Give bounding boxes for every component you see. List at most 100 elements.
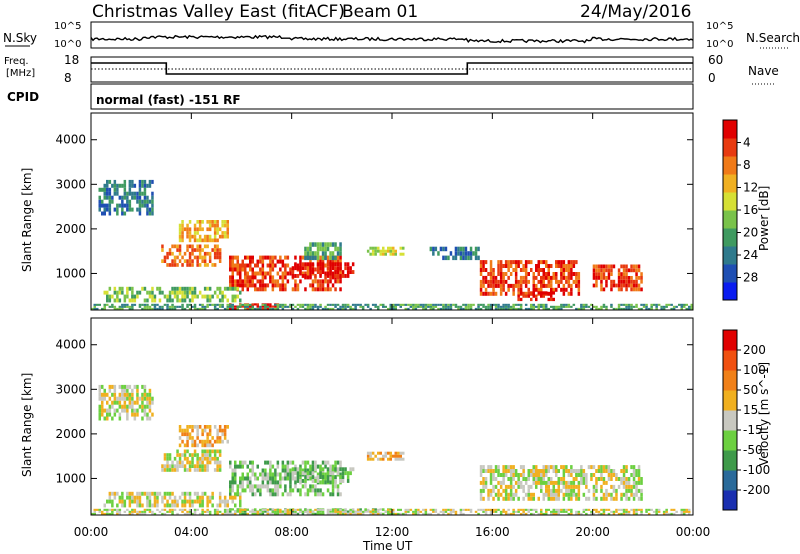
- heatmap-cell: [324, 275, 327, 280]
- heatmap-cell: [269, 492, 272, 497]
- heatmap-cell: [535, 480, 538, 485]
- heatmap-cell: [201, 491, 204, 496]
- heatmap-cell: [600, 264, 603, 269]
- heatmap-cell: [542, 473, 545, 477]
- heatmap-cell: [113, 183, 117, 188]
- heatmap-cell: [635, 276, 638, 280]
- heatmap-cell: [234, 460, 237, 465]
- heatmap-cell: [555, 492, 558, 497]
- heatmap-cell: [524, 303, 528, 306]
- heatmap-cell: [567, 484, 571, 489]
- heatmap-cell: [467, 255, 470, 261]
- heatmap-cell: [369, 457, 372, 461]
- heatmap-cell: [213, 425, 217, 429]
- heatmap-cell: [289, 303, 292, 306]
- heatmap-cell: [284, 305, 287, 308]
- heatmap-cell: [276, 472, 280, 477]
- heatmap-cell: [221, 290, 224, 295]
- heatmap-cell: [487, 492, 490, 497]
- heatmap-cell: [206, 495, 209, 500]
- heatmap-cell: [193, 307, 197, 310]
- heatmap-cell: [625, 276, 628, 280]
- heatmap-cell: [316, 307, 320, 310]
- heatmap-cell: [259, 267, 262, 272]
- heatmap-cell: [349, 508, 352, 511]
- heatmap-cell: [256, 271, 259, 276]
- heatmap-cell: [532, 291, 535, 295]
- heatmap-cell: [178, 227, 182, 232]
- heatmap-cell: [196, 220, 199, 224]
- heatmap-cell: [229, 510, 232, 513]
- heatmap-cell: [610, 272, 613, 276]
- heatmap-cell: [234, 267, 237, 272]
- heatmap-cell: [334, 279, 337, 284]
- heatmap-cell: [113, 408, 117, 413]
- heatmap-cell: [592, 264, 596, 269]
- heatmap-cell: [163, 294, 167, 299]
- heatmap-cell: [306, 512, 310, 515]
- heatmap-cell: [570, 492, 573, 497]
- heatmap-cell: [580, 512, 583, 515]
- heatmap-cell: [279, 275, 282, 280]
- heatmap-cell: [126, 491, 129, 496]
- heatmap-cell: [186, 456, 189, 461]
- heatmap-cell: [153, 294, 157, 299]
- heatmap-cell: [279, 510, 282, 513]
- heatmap-cell: [567, 272, 571, 276]
- heatmap-cell: [527, 291, 530, 296]
- heatmap-cell: [507, 305, 510, 308]
- heatmap-cell: [168, 298, 172, 303]
- heatmap-cell: [605, 492, 608, 497]
- heatmap-cell: [178, 231, 182, 235]
- heatmap-cell: [98, 508, 101, 511]
- heatmap-cell: [186, 436, 189, 440]
- heatmap-cell: [121, 199, 124, 204]
- heatmap-cell: [557, 508, 560, 511]
- heatmap-cell: [304, 460, 307, 465]
- heatmap-cell: [234, 472, 237, 477]
- heatmap-cell: [547, 275, 550, 280]
- heatmap-cell: [479, 279, 483, 284]
- heatmap-cell: [198, 499, 202, 504]
- heatmap-cell: [321, 460, 325, 465]
- heatmap-cell: [193, 286, 197, 291]
- heatmap-cell: [326, 287, 330, 292]
- heatmap-cell: [524, 480, 528, 485]
- heatmap-cell: [138, 290, 142, 295]
- heatmap-cell: [607, 465, 611, 470]
- heatmap-cell: [163, 491, 167, 496]
- heatmap-cell: [203, 259, 207, 263]
- heatmap-cell: [625, 303, 628, 306]
- heatmap-cell: [284, 472, 287, 477]
- heatmap-cell: [218, 248, 222, 252]
- heatmap-cell: [218, 503, 222, 508]
- heatmap-cell: [254, 508, 257, 511]
- heatmap-cell: [141, 400, 144, 405]
- heatmap-cell: [121, 495, 124, 500]
- heatmap-cell: [487, 488, 490, 493]
- heatmap-cell: [306, 303, 310, 306]
- heatmap-cell: [226, 503, 229, 508]
- heatmap-cell: [442, 305, 445, 308]
- heatmap-cell: [229, 267, 232, 272]
- heatmap-cell: [176, 468, 179, 472]
- heatmap-cell: [186, 428, 189, 433]
- heatmap-cell: [256, 303, 259, 306]
- heatmap-cell: [106, 392, 109, 397]
- heatmap-cell: [203, 453, 207, 457]
- heatmap-cell: [319, 283, 322, 288]
- heatmap-cell: [622, 484, 626, 489]
- heatmap-cell: [550, 477, 553, 481]
- heatmap-cell: [612, 512, 616, 515]
- nave-tick-low: 0: [708, 71, 716, 85]
- heatmap-cell: [524, 307, 528, 310]
- heatmap-cell: [507, 287, 510, 292]
- heatmap-cell: [625, 496, 628, 501]
- heatmap-cell: [552, 496, 555, 501]
- heatmap-cell: [236, 508, 239, 511]
- heatmap-cell: [331, 262, 335, 267]
- heatmap-cell: [218, 491, 222, 496]
- heatmap-cell: [264, 255, 267, 260]
- heatmap-cell: [196, 428, 199, 433]
- heatmap-cell: [487, 305, 490, 308]
